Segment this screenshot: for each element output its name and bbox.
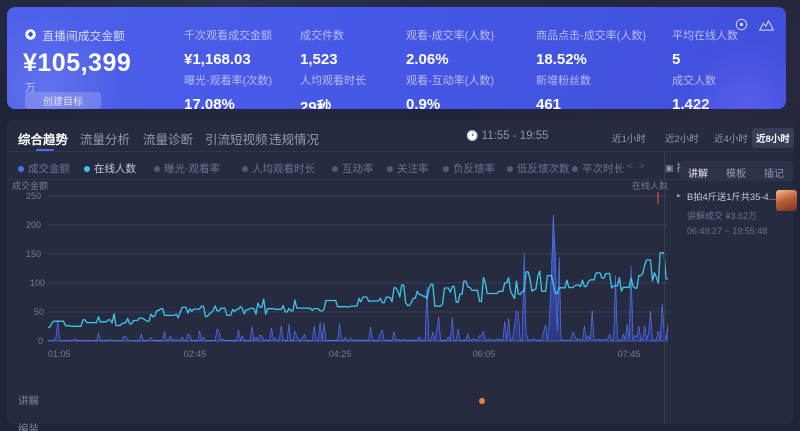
svg-text:100: 100: [30, 278, 45, 288]
svg-text:150: 150: [26, 249, 41, 259]
svg-text:在线人数: 在线人数: [632, 180, 668, 191]
svg-text:200: 200: [26, 220, 41, 230]
svg-text:06:05: 06:05: [473, 349, 496, 359]
svg-text:02:45: 02:45: [184, 349, 207, 359]
svg-text:250: 250: [26, 191, 41, 201]
svg-text:50: 50: [34, 307, 44, 317]
svg-text:04:25: 04:25: [329, 349, 352, 359]
svg-text:成交金额: 成交金额: [12, 180, 48, 191]
svg-text:01:05: 01:05: [48, 349, 71, 359]
svg-text:0: 0: [38, 336, 43, 346]
svg-text:07:45: 07:45: [618, 349, 641, 359]
